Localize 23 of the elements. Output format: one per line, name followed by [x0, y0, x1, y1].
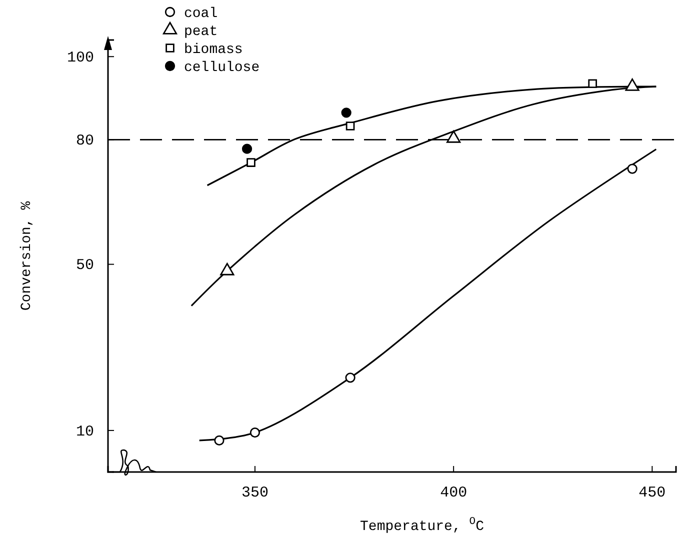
legend-label: biomass [184, 42, 243, 58]
y-tick-label: 100 [66, 49, 94, 66]
point [242, 144, 252, 154]
legend-label: peat [184, 24, 218, 40]
x-tick-label: 450 [638, 484, 666, 502]
point [341, 108, 352, 118]
y-tick-label: 80 [76, 132, 94, 150]
point [627, 164, 638, 174]
point [246, 158, 256, 167]
y-axis-title: Conversion, % [19, 200, 35, 311]
point [588, 79, 597, 88]
point [345, 372, 356, 383]
point [346, 122, 355, 130]
legend-label: coal [184, 6, 218, 22]
point [214, 435, 224, 446]
point [250, 427, 260, 438]
x-tick-label: 350 [241, 484, 268, 502]
y-tick-label: 50 [76, 257, 94, 274]
legend-label: cellulose [184, 60, 260, 76]
y-tick-label: 10 [76, 423, 94, 440]
line-series [198, 148, 657, 442]
x-tick-label: 400 [440, 484, 468, 502]
x-axis-title: Temperature, $^{O}$C [360, 516, 484, 535]
